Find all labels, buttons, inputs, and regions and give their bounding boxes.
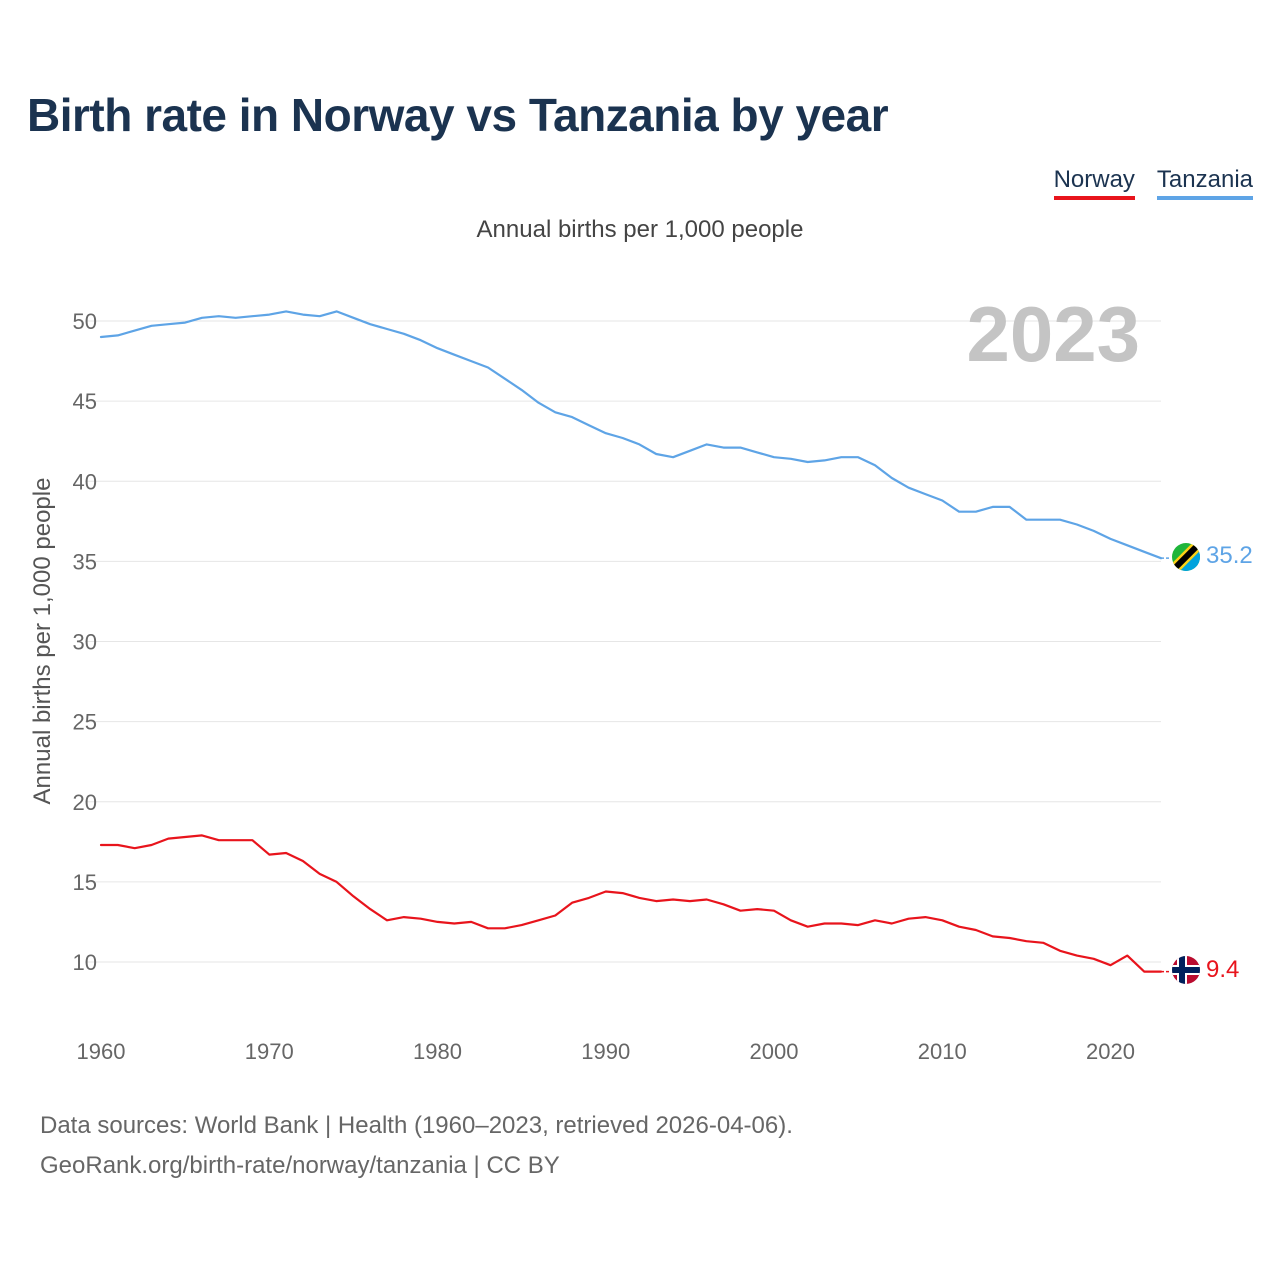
chart-subtitle: Annual births per 1,000 people — [476, 216, 804, 243]
series-line-tanzania — [99, 310, 1163, 560]
x-tick-label: 1960 — [77, 1039, 126, 1064]
y-tick-label: 35 — [73, 549, 97, 574]
norway-flag-icon — [1172, 956, 1200, 984]
y-tick-label: 20 — [73, 790, 97, 815]
end-label-tanzania: 35.2 — [1206, 542, 1253, 569]
y-axis-ticks: 10 15 20 25 30 35 40 45 50 — [73, 309, 97, 975]
x-tick-label: 1970 — [245, 1039, 294, 1064]
x-axis-ticks: 1960 1970 1980 1990 2000 2010 2020 — [77, 1039, 1135, 1064]
gridlines — [85, 320, 1161, 963]
chart-title: Birth rate in Norway vs Tanzania by year — [27, 89, 889, 141]
sources-link[interactable]: GeoRank.org/birth-rate/norway/tanzania |… — [40, 1152, 560, 1179]
y-tick-label: 40 — [73, 469, 97, 494]
y-tick-label: 30 — [73, 630, 97, 655]
end-label-norway: 9.4 — [1206, 956, 1239, 983]
x-tick-label: 1990 — [581, 1039, 630, 1064]
tanzania-flag-icon — [1172, 543, 1200, 571]
legend-item-tanzania[interactable]: Tanzania — [1156, 166, 1253, 200]
legend: Norway Tanzania — [1053, 166, 1253, 200]
y-tick-label: 15 — [73, 870, 97, 895]
data-sources: Data sources: World Bank | Health (1960–… — [40, 1106, 793, 1186]
x-tick-label: 1980 — [413, 1039, 462, 1064]
x-tick-label: 2020 — [1086, 1039, 1135, 1064]
year-watermark: 2023 — [966, 290, 1140, 378]
y-axis-label: Annual births per 1,000 people — [29, 478, 56, 805]
y-tick-label: 10 — [73, 950, 97, 975]
x-tick-label: 2010 — [918, 1039, 967, 1064]
series-line-norway — [99, 834, 1163, 973]
y-tick-label: 50 — [73, 309, 97, 334]
y-tick-label: 25 — [73, 710, 97, 735]
line-chart: 10 15 20 25 30 35 40 45 50 1960 1970 1980 1990 2000 2… — [29, 290, 1253, 1064]
series-lines — [99, 310, 1170, 973]
y-tick-label: 45 — [73, 389, 97, 414]
x-tick-label: 2000 — [750, 1039, 799, 1064]
sources-line: Data sources: World Bank | Health (1960–… — [40, 1112, 793, 1139]
legend-item-norway[interactable]: Norway — [1053, 166, 1135, 200]
